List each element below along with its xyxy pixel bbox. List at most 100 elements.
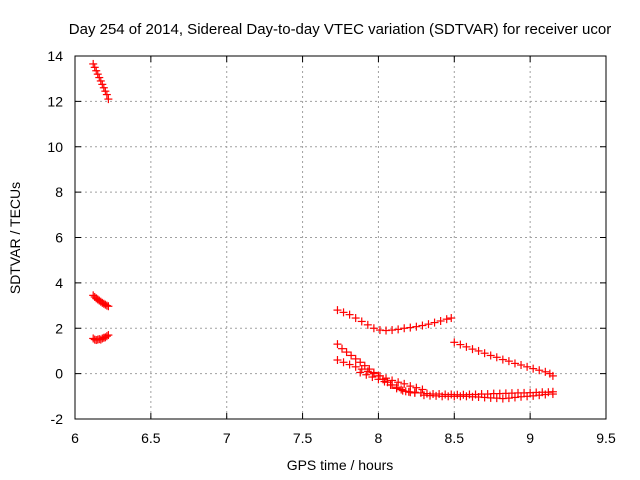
data-point <box>333 340 342 349</box>
data-point <box>342 348 351 357</box>
data-point <box>363 320 372 329</box>
data-point <box>480 349 489 358</box>
data-point <box>95 73 104 82</box>
data-point <box>517 361 526 370</box>
data-point <box>90 63 99 72</box>
data-point <box>104 302 113 311</box>
x-axis-label: GPS time / hours <box>287 457 394 473</box>
data-point <box>523 362 532 371</box>
data-point <box>363 367 372 376</box>
grid-lines <box>75 56 606 419</box>
y-tick-labels: -2 0 2 4 6 8 10 12 14 <box>47 48 63 427</box>
data-point <box>510 393 519 402</box>
data-point <box>412 383 421 392</box>
x-tick-label: 9 <box>526 430 534 446</box>
data-point <box>394 325 403 334</box>
x-tick-label: 7 <box>223 430 231 446</box>
data-point <box>375 371 384 380</box>
y-tick-label: 6 <box>55 230 63 246</box>
data-point <box>529 364 538 373</box>
data-point <box>492 353 501 362</box>
y-axis-label: SDTVAR / TECUs <box>7 182 23 294</box>
y-tick-label: 10 <box>47 139 63 155</box>
data-point <box>456 340 465 349</box>
data-point <box>102 332 111 341</box>
data-point <box>424 320 433 329</box>
data-point <box>347 351 356 360</box>
y-tick-label: 4 <box>55 275 63 291</box>
data-point <box>98 80 107 89</box>
data-point <box>388 326 397 335</box>
y-tick-label: -2 <box>51 411 64 427</box>
data-point <box>400 324 409 333</box>
data-point <box>351 314 360 323</box>
data-point <box>504 357 513 366</box>
data-point <box>447 314 456 323</box>
data-point <box>418 321 427 330</box>
data-point <box>412 322 421 331</box>
data-point <box>436 316 445 325</box>
data-point <box>345 360 354 369</box>
data-point <box>369 369 378 378</box>
data-point <box>96 76 105 85</box>
axis-ticks <box>74 55 607 420</box>
data-point <box>357 317 366 326</box>
data-point <box>468 345 477 354</box>
data-point <box>397 385 406 394</box>
data-point <box>486 351 495 360</box>
data-point <box>394 378 403 387</box>
data-point <box>498 355 507 364</box>
data-point <box>357 365 366 374</box>
y-tick-label: 12 <box>47 93 63 109</box>
x-tick-label: 6.5 <box>141 430 161 446</box>
data-point <box>356 368 365 377</box>
data-point <box>339 358 348 367</box>
data-point <box>104 331 113 340</box>
y-tick-label: 2 <box>55 320 63 336</box>
data-point <box>462 342 471 351</box>
y-tick-label: 8 <box>55 184 63 200</box>
data-point <box>338 344 347 353</box>
chart-title: Day 254 of 2014, Sidereal Day-to-day VTE… <box>69 21 611 38</box>
x-tick-labels: 6 6.5 7 7.5 8 8.5 9 9.5 <box>71 430 616 446</box>
data-point <box>339 308 348 317</box>
data-point <box>386 380 395 389</box>
data-point <box>406 382 415 391</box>
data-point <box>333 306 342 315</box>
data-point <box>99 83 108 92</box>
data-point <box>388 376 397 385</box>
data-point <box>548 390 557 399</box>
x-tick-label: 8.5 <box>445 430 465 446</box>
data-point <box>535 366 544 375</box>
data-point <box>89 59 98 68</box>
x-tick-label: 9.5 <box>596 430 616 446</box>
data-point <box>430 318 439 327</box>
data-point <box>529 391 538 400</box>
data-point <box>380 377 389 386</box>
data-points <box>89 59 557 403</box>
data-point <box>102 90 111 99</box>
data-point <box>93 70 102 79</box>
data-point <box>548 371 557 380</box>
data-point <box>369 324 378 333</box>
data-point <box>410 388 419 397</box>
data-point <box>450 338 459 347</box>
data-point <box>541 367 550 376</box>
y-tick-label: 14 <box>47 48 63 64</box>
data-point <box>333 356 342 365</box>
data-point <box>510 359 519 368</box>
data-point <box>374 375 383 384</box>
data-point <box>356 358 365 367</box>
data-point <box>104 95 113 104</box>
x-tick-label: 7.5 <box>293 430 313 446</box>
y-tick-label: 0 <box>55 366 63 382</box>
data-point <box>362 370 371 379</box>
data-point <box>351 354 360 363</box>
data-point <box>345 310 354 319</box>
data-point <box>504 394 513 403</box>
data-point <box>535 391 544 400</box>
data-point <box>406 323 415 332</box>
data-point <box>101 87 110 96</box>
data-point <box>102 301 111 310</box>
